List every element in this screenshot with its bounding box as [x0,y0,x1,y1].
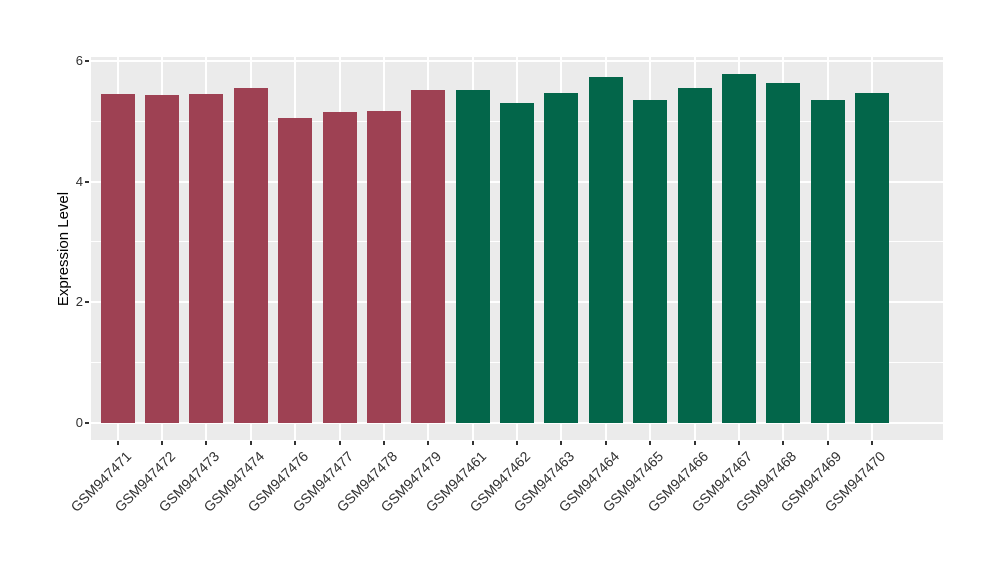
x-tick-mark-GSM947467 [737,441,740,445]
x-tick-mark-GSM947478 [382,441,385,445]
bar-GSM947469 [810,100,845,423]
y-tick-mark-0 [85,421,89,424]
x-tick-mark-GSM947476 [294,441,297,445]
bar-GSM947464 [588,77,623,423]
plot-panel [91,57,943,440]
x-tick-mark-GSM947471 [116,441,119,445]
y-tick-label-6: 6 [75,53,83,69]
y-tick-label-2: 2 [75,294,83,310]
bar-GSM947462 [500,103,534,423]
y-tick-label-0: 0 [75,414,83,430]
x-tick-mark-GSM947469 [826,441,829,445]
x-tick-mark-GSM947464 [604,441,607,445]
bar-GSM947463 [544,92,579,423]
bar-GSM947466 [677,87,712,423]
x-tick-mark-GSM947473 [205,441,208,445]
y-axis-title: Expression Level [55,191,72,307]
bar-GSM947471 [100,93,135,423]
x-tick-mark-GSM947468 [782,441,785,445]
bar-GSM947468 [766,83,801,423]
bar-GSM947479 [411,90,446,423]
y-tick-mark-4 [85,180,89,183]
bar-GSM947470 [855,93,889,423]
bar-GSM947478 [366,111,401,423]
bar-GSM947467 [721,74,756,423]
x-tick-mark-GSM947465 [649,441,652,445]
y-tick-mark-2 [85,301,89,304]
bar-GSM947477 [322,112,357,423]
x-tick-mark-GSM947466 [693,441,696,445]
x-tick-mark-GSM947462 [516,441,518,445]
bar-GSM947461 [455,90,490,423]
bar-GSM947465 [633,99,668,423]
y-tick-label-4: 4 [75,173,83,189]
x-tick-mark-GSM947463 [560,441,563,445]
bar-GSM947472 [145,94,179,423]
x-tick-mark-GSM947479 [427,441,430,445]
x-tick-mark-GSM947477 [338,441,341,445]
x-tick-mark-GSM947472 [161,441,163,445]
x-tick-mark-GSM947470 [871,441,873,445]
x-tick-mark-GSM947474 [249,441,252,445]
y-tick-mark-6 [85,60,89,63]
bar-GSM947474 [233,88,268,423]
bar-GSM947473 [189,94,224,423]
bar-GSM947476 [278,117,313,423]
x-tick-mark-GSM947461 [471,441,474,445]
